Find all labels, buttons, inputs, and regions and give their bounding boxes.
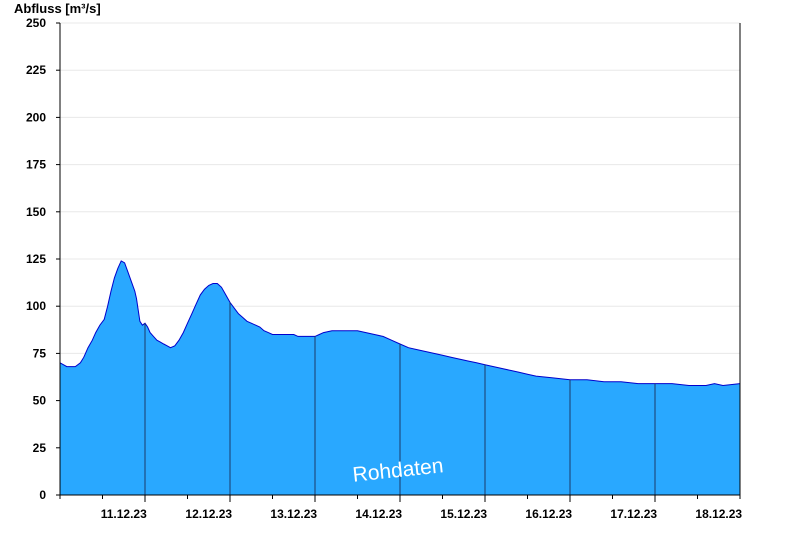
y-axis-label: Abfluss [m³/s] xyxy=(14,1,101,16)
y-tick-label: 200 xyxy=(26,110,46,124)
x-tick-label: 11.12.23 xyxy=(101,507,147,521)
y-tick-label: 25 xyxy=(33,441,47,455)
axes xyxy=(56,22,741,502)
y-tick-label: 175 xyxy=(26,158,46,172)
y-tick-label: 150 xyxy=(26,205,46,219)
y-tick-label: 100 xyxy=(26,299,46,313)
x-tick-labels: 11.12.23 12.12.23 13.12.23 14.12.23 15.12.23… xyxy=(101,507,743,521)
x-tick-label: 18.12.23 xyxy=(695,507,742,521)
y-tick-label: 225 xyxy=(26,63,46,77)
x-tick-label: 14.12.23 xyxy=(355,507,402,521)
day-dividers xyxy=(144,302,656,495)
y-tick-label: 0 xyxy=(39,488,46,502)
series-line xyxy=(59,260,741,387)
y-tick-label: 75 xyxy=(33,346,47,360)
x-tick-label: 16.12.23 xyxy=(525,507,572,521)
y-tick-label: 125 xyxy=(26,252,46,266)
x-tick-label: 17.12.23 xyxy=(610,507,657,521)
y-tick-label: 250 xyxy=(26,16,46,30)
y-tick-label: 50 xyxy=(33,394,47,408)
y-tick-labels: 0 25 50 75 100 125 150 175 200 225 250 xyxy=(26,16,46,502)
x-tick-label: 15.12.23 xyxy=(440,507,487,521)
x-tick-label: 12.12.23 xyxy=(185,507,232,521)
x-tick-label: 13.12.23 xyxy=(270,507,317,521)
